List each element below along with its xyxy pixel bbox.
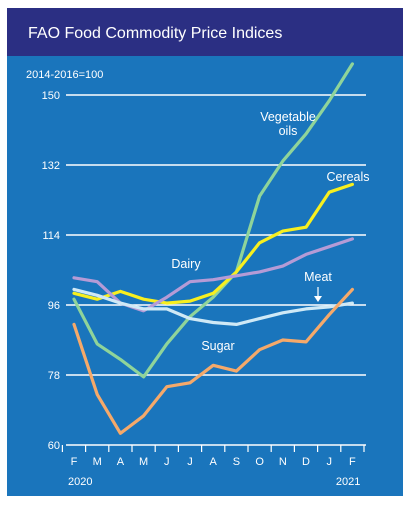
x-tick-label: O — [255, 456, 264, 468]
x-tick-label: J — [164, 456, 170, 468]
series-line-sugar — [72, 287, 354, 435]
x-tick-label: N — [279, 456, 287, 468]
series-label-meat: Meat — [304, 270, 332, 284]
y-tick-label: 132 — [42, 160, 60, 172]
x-tick-label: A — [117, 456, 125, 468]
units-note: 2014-2016=100 — [26, 69, 103, 81]
year-label: 2020 — [68, 476, 92, 488]
y-tick-label: 78 — [48, 370, 60, 382]
series-lines — [72, 62, 354, 435]
title-bar — [7, 8, 403, 56]
series-line-vegetable-oils — [72, 62, 354, 379]
x-tick-label: J — [187, 456, 193, 468]
x-tick-label: D — [302, 456, 310, 468]
y-tick-label: 60 — [48, 440, 60, 452]
y-tick-label: 150 — [42, 90, 60, 102]
series-label-dairy: Dairy — [171, 257, 201, 271]
chart-title: FAO Food Commodity Price Indices — [28, 25, 282, 42]
x-tick-label: M — [93, 456, 102, 468]
series-label-vegetable-oils: oils — [279, 124, 298, 138]
year-label: 2021 — [336, 476, 360, 488]
x-tick-label: F — [71, 456, 78, 468]
x-axis: F M A M J J A S O N D J F 2020 2021 — [61, 445, 365, 488]
y-tick-label: 96 — [48, 300, 60, 312]
x-tick-label: J — [326, 456, 332, 468]
grid-lines — [66, 94, 366, 446]
x-tick-label: S — [233, 456, 240, 468]
series-line-cereals — [72, 182, 354, 305]
y-tick-label: 114 — [42, 230, 60, 242]
x-tick-label: F — [349, 456, 356, 468]
chart-background — [7, 8, 403, 496]
x-tick-label: A — [210, 456, 218, 468]
x-tick-label: M — [139, 456, 148, 468]
series-label-vegetable-oils: Vegetable — [260, 110, 316, 124]
meat-pointer-arrowhead — [314, 296, 322, 302]
y-axis-ticks: 60 78 96 114 132 150 — [42, 90, 60, 452]
series-label-sugar: Sugar — [201, 339, 234, 353]
series-line-meat — [72, 287, 354, 326]
series-label-cereals: Cereals — [326, 170, 369, 184]
